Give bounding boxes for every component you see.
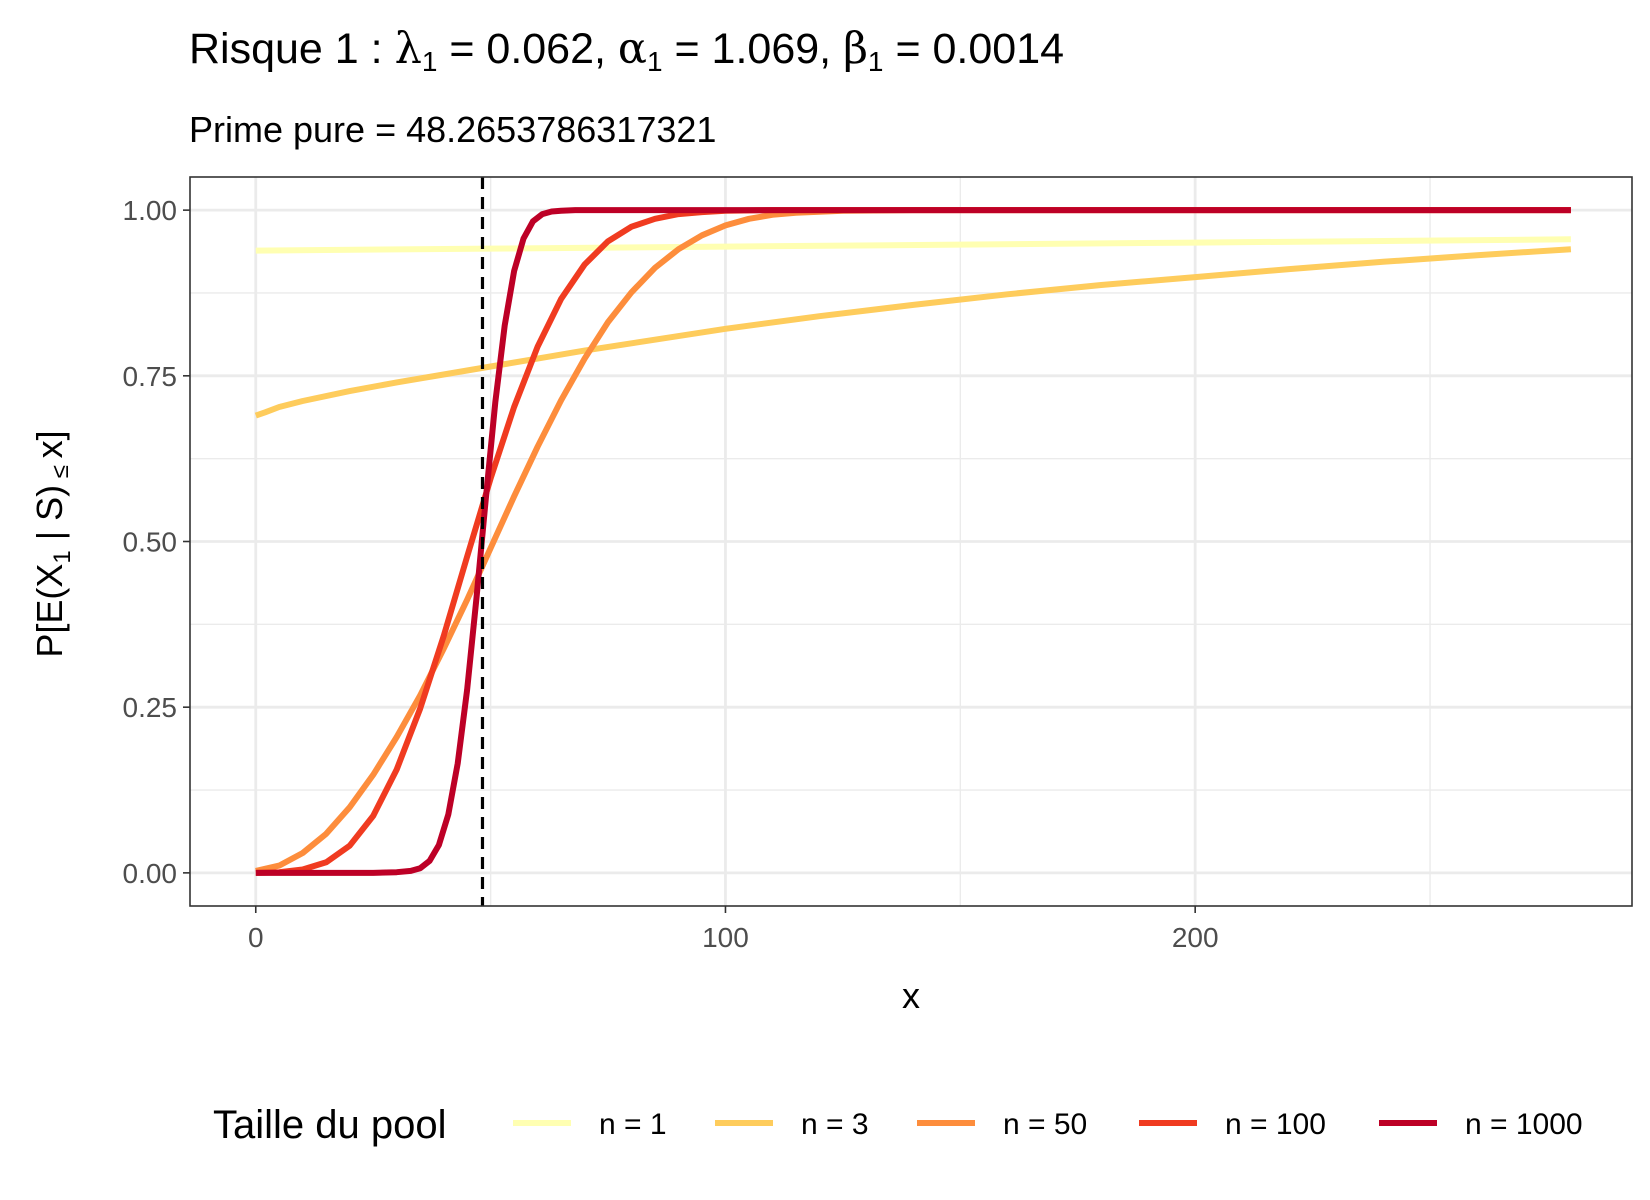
legend-label: n = 100: [1225, 1108, 1326, 1141]
y-tick-label: 0.00: [123, 858, 178, 889]
x-axis-label: x: [902, 975, 920, 1016]
x-tick-label: 0: [248, 922, 264, 953]
series-line-n-50: [255, 207, 1571, 874]
legend-label: n = 3: [801, 1108, 869, 1141]
y-axis-label: P[E(X1 | S) ≤ x]: [29, 430, 76, 657]
x-tick-label: 200: [1172, 922, 1219, 953]
legend-label: n = 1: [599, 1108, 667, 1141]
x-tick-label: 100: [702, 922, 749, 953]
legend: n = 1 n = 3 n = 50 n = 100 n = 1000: [513, 1108, 1583, 1141]
gridlines: [190, 177, 1632, 906]
title-alpha-sub: 1: [647, 46, 663, 77]
chart-subtitle: Prime pure = 48.2653786317321: [189, 109, 716, 150]
title-alpha-val: = 1.069,: [663, 25, 844, 73]
title-lambda-val: = 0.062,: [437, 25, 618, 73]
legend-title: Taille du pool: [213, 1103, 447, 1147]
title-lambda-sub: 1: [422, 46, 438, 77]
y-axis-ticks: 0.00 0.25 0.50 0.75 1.00: [123, 195, 190, 889]
y-tick-label: 0.25: [123, 692, 178, 723]
y-tick-label: 1.00: [123, 195, 178, 226]
series-line-n-1000: [255, 207, 1571, 876]
title-beta: β: [843, 24, 868, 74]
series-line-n-1: [255, 236, 1571, 254]
y-tick-label: 0.50: [123, 527, 178, 558]
y-label-part-b: | S): [29, 485, 70, 550]
chart-title: Risque 1 : λ1 = 0.062, α1 = 1.069, β1 = …: [189, 24, 1064, 77]
x-axis-ticks: 0 100 200: [248, 906, 1219, 953]
title-lambda: λ: [395, 24, 422, 74]
y-label-sub: 1: [49, 550, 76, 563]
legend-label: n = 50: [1003, 1108, 1087, 1141]
y-label-leq: ≤: [47, 458, 74, 485]
plot-series: [254, 207, 1572, 876]
legend-label: n = 1000: [1465, 1108, 1583, 1141]
y-tick-label: 0.75: [123, 361, 178, 392]
title-alpha: α: [618, 24, 647, 74]
title-prefix: Risque 1 :: [189, 25, 395, 73]
series-line-n-3: [254, 246, 1572, 419]
y-label-part-c: x]: [29, 430, 70, 458]
title-beta-val: = 0.0014: [884, 25, 1065, 73]
title-beta-sub: 1: [868, 46, 884, 77]
y-label-part-a: P[E(X: [29, 564, 70, 658]
